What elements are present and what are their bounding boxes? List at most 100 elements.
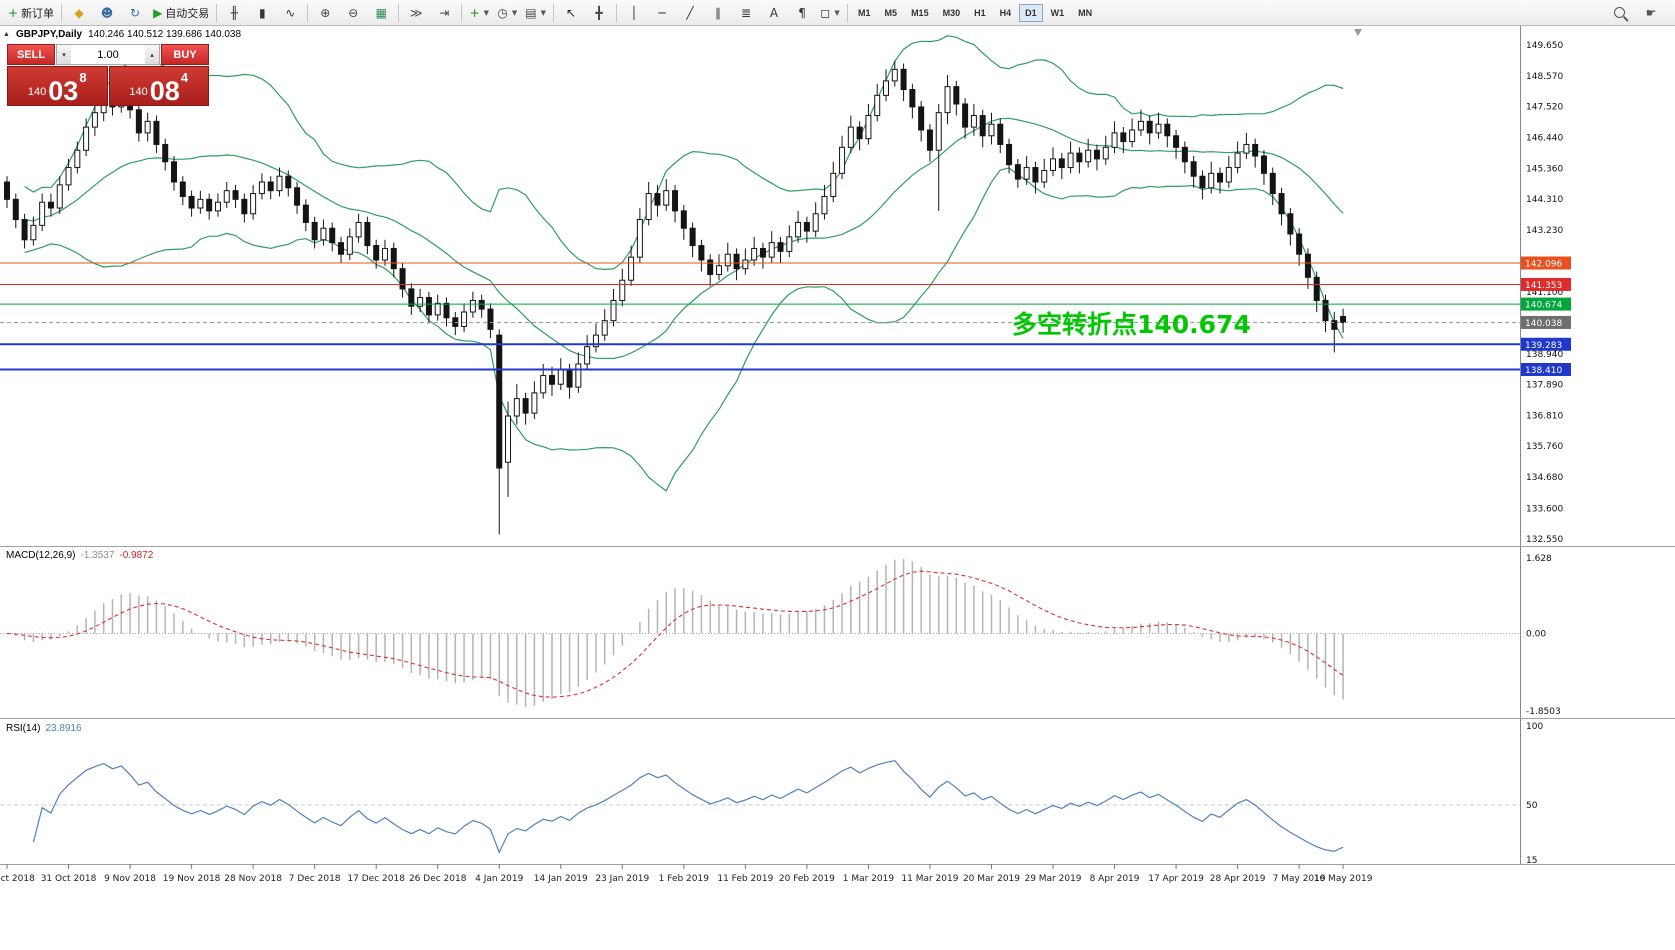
main-toolbar: + 新订单 ◆ ☻ ↻ ▶ 自动交易 ╫ ▮ ∿ ⊕ ⊖ ▦ ≫ ⇥ + ▼ ◷ ▼ ▤ ▼ ↖ ╋ │ ─ ╱ ∥ ≣ A ¶ ◻ ▼ M1… [0, 0, 1675, 26]
refresh-icon[interactable]: ↻ [121, 2, 149, 24]
timeframe-mn-button[interactable]: MN [1078, 7, 1093, 18]
toolbar-separator [398, 3, 400, 22]
channel-icon: ∥ [715, 5, 722, 20]
text-label-button[interactable]: ¶ [788, 2, 816, 24]
fibonacci-icon: ≣ [741, 5, 752, 20]
buy-price-prefix: 140 [129, 86, 148, 98]
toolbar-separator [461, 3, 463, 22]
refresh-icon-icon: ↻ [130, 5, 141, 20]
shapes-button[interactable]: ◻ ▼ [816, 2, 844, 24]
vertical-line-button[interactable]: │ [620, 2, 648, 24]
buy-price-frac: 4 [180, 70, 189, 85]
timeframe-m1-button[interactable]: M1 [858, 7, 871, 18]
add-indicator-button[interactable]: + ▼ [465, 2, 493, 24]
trendline-button[interactable]: ╱ [676, 2, 704, 24]
zoom-out-button[interactable]: ⊖ [339, 2, 367, 24]
date-axis-label: 4 Jan 2019 [475, 874, 523, 884]
timeframe-d1-button[interactable]: D1 [1019, 3, 1043, 22]
periods-button[interactable]: ◷ ▼ [493, 2, 521, 24]
navigator-icon[interactable]: ☻ [93, 2, 121, 24]
buy-button[interactable]: BUY [161, 44, 209, 65]
date-axis-label: 7 May 2019 [1273, 874, 1326, 884]
autotrading-button[interactable]: ▶ 自动交易 [149, 2, 213, 24]
history-center-icon-icon: ◆ [74, 5, 84, 20]
symbol-ohlc: 140.246 140.512 139.686 140.038 [88, 29, 242, 40]
autotrading-icon: ▶ [153, 5, 163, 20]
channel-button[interactable]: ∥ [704, 2, 732, 24]
annotation-text: 多空转折点140.674 [1012, 310, 1251, 339]
add-indicator-icon: + [469, 5, 480, 20]
vertical-line-icon: │ [630, 5, 638, 20]
text-button[interactable]: A [760, 2, 788, 24]
sell-button[interactable]: SELL [7, 44, 55, 65]
date-axis-label: 23 Jan 2019 [595, 874, 649, 884]
price-axis-label: 147.520 [1526, 102, 1563, 112]
price-line-badge-label: 140.674 [1525, 301, 1562, 311]
crosshair-button[interactable]: ╋ [585, 2, 613, 24]
sell-price-prefix: 140 [27, 86, 47, 98]
toolbar-separator [61, 3, 63, 22]
text-label-icon: ¶ [798, 5, 806, 20]
rsi-line [32, 759, 1344, 854]
history-center-icon[interactable]: ◆ [65, 2, 93, 24]
collapse-panel-icon[interactable]: ▲ [3, 31, 10, 38]
timeframe-m30-button[interactable]: M30 [942, 7, 961, 18]
volume-down-button[interactable]: ▾ [57, 45, 71, 64]
cursor-icon: ↖ [566, 5, 577, 20]
date-axis-label: 26 Dec 2018 [409, 874, 467, 884]
fibonacci-button[interactable]: ≣ [732, 2, 760, 24]
volume-input[interactable] [71, 45, 145, 64]
buy-price-box[interactable]: 140 08 4 [108, 66, 209, 106]
date-axis-label: 1 Mar 2019 [843, 874, 895, 884]
date-axis-label: 28 Apr 2019 [1210, 874, 1266, 884]
price-line-badge-label: 138.410 [1525, 366, 1562, 376]
line-chart-button[interactable]: ∿ [276, 2, 304, 24]
macd-signal-line [6, 570, 1344, 698]
price-line-badge-label: 140.038 [1525, 319, 1562, 329]
new-order-button[interactable]: + 新订单 [4, 2, 58, 24]
navigator-icon-icon: ☻ [100, 5, 114, 20]
price-axis-label: 145.360 [1526, 165, 1563, 175]
chart-shift-button[interactable]: ⇥ [430, 2, 458, 24]
timeframe-w1-button[interactable]: W1 [1050, 7, 1065, 18]
date-axis-label: 17 Dec 2018 [347, 874, 405, 884]
tile-windows-button[interactable]: ▦ [367, 2, 395, 24]
templates-icon: ▤ [525, 5, 537, 20]
dropdown-caret-icon: ▼ [483, 8, 490, 17]
timeframe-m15-button[interactable]: M15 [911, 7, 929, 18]
price-axis-label: 144.310 [1526, 195, 1563, 205]
sell-price-box[interactable]: 140 03 8 [7, 66, 108, 106]
search-button[interactable] [1605, 2, 1633, 24]
timeframe-h1-button[interactable]: H1 [974, 7, 986, 18]
timeframe-m5-button[interactable]: M5 [884, 7, 898, 18]
price-axis-label: 141.100 [1526, 288, 1563, 298]
chart-canvas[interactable]: 149.650 148.570 147.520 146.440 145.360 144.3… [0, 26, 1675, 950]
date-axis-label: 31 Oct 2018 [41, 874, 97, 884]
toolbar-separator [553, 3, 555, 22]
auto-scroll-button[interactable]: ≫ [402, 2, 430, 24]
zoom-in-button[interactable]: ⊕ [311, 2, 339, 24]
rsi-axis-label: 15 [1526, 856, 1537, 866]
symbol-name: GBPJPY,Daily [15, 29, 83, 40]
price-line-badge [1521, 256, 1571, 270]
search-icon [1613, 7, 1625, 18]
price-line-badge-label: 142.096 [1525, 260, 1562, 270]
price-axis-label: 137.890 [1526, 381, 1563, 391]
macd-name: MACD(12,26,9) [6, 550, 76, 561]
templates-button[interactable]: ▤ ▼ [521, 2, 550, 24]
horizontal-line-button[interactable]: ─ [648, 2, 676, 24]
line-chart-icon: ∿ [285, 5, 296, 20]
toolbar-separator [847, 3, 849, 22]
cursor-button[interactable]: ↖ [557, 2, 585, 24]
new-order-button-label: 新订单 [21, 7, 55, 20]
price-line-badge [1521, 362, 1571, 376]
quick-cursor-button[interactable]: ☛ [1637, 2, 1665, 24]
volume-up-button[interactable]: ▴ [145, 45, 159, 64]
buy-price-pips: 08 [149, 75, 180, 106]
bar-chart-button[interactable]: ╫ [220, 2, 248, 24]
timeframe-h4-button[interactable]: H4 [999, 7, 1012, 18]
rsi-label: RSI(14) 23.8916 [6, 723, 82, 734]
candlestick-chart-button[interactable]: ▮ [248, 2, 276, 24]
date-axis-label: 20 Feb 2019 [779, 874, 835, 884]
